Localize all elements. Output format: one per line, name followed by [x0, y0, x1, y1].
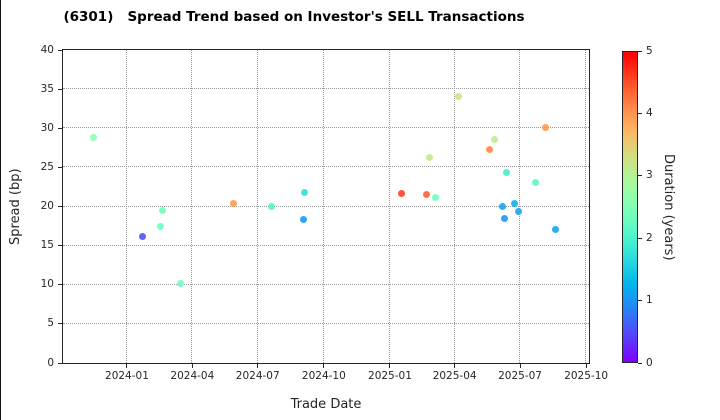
data-point [541, 123, 549, 131]
y-tick-label: 20 [40, 200, 54, 212]
x-tick-mark [454, 364, 456, 368]
data-point [531, 178, 539, 186]
data-point [158, 206, 166, 214]
y-tick-label: 40 [40, 43, 54, 56]
data-point [177, 279, 185, 287]
colorbar-tick-mark [638, 112, 642, 114]
y-tick-label: 15 [40, 239, 54, 252]
x-tick-mark [389, 364, 391, 368]
x-tick-label: 2025-01 [368, 370, 412, 382]
data-point [397, 189, 405, 197]
h-gridline [63, 127, 589, 129]
x-tick-label: 2024-07 [235, 370, 280, 382]
colorbar-tick-mark [638, 300, 642, 302]
y-tick-mark [58, 245, 62, 247]
colorbar-tick-label: 5 [646, 44, 653, 57]
x-tick-mark [126, 364, 128, 368]
v-gridline [519, 50, 521, 363]
v-gridline [125, 50, 127, 363]
data-point [90, 134, 98, 142]
v-gridline [256, 50, 258, 363]
y-tick-label: 0 [47, 356, 54, 369]
colorbar-tick-mark [638, 237, 642, 239]
data-point [300, 216, 308, 224]
data-point [267, 203, 275, 210]
colorbar-tick-mark [638, 362, 642, 364]
y-tick-mark [58, 88, 62, 90]
data-point [551, 226, 559, 234]
v-gridline [191, 50, 193, 363]
data-point [510, 199, 518, 207]
h-gridline [63, 322, 589, 324]
data-point [229, 199, 237, 207]
y-tick-mark [58, 284, 62, 286]
data-point [431, 193, 439, 201]
data-point [502, 168, 510, 176]
x-tick-label: 2024-04 [170, 370, 215, 382]
data-point [156, 223, 164, 231]
h-gridline [63, 244, 589, 246]
y-tick-mark [58, 49, 62, 51]
x-tick-mark [519, 364, 521, 368]
x-tick-label: 2025-04 [432, 370, 477, 382]
x-tick-label: 2024-01 [105, 370, 149, 382]
data-point [138, 232, 146, 240]
x-tick-mark [257, 364, 259, 368]
colorbar-tick-label: 4 [646, 106, 653, 119]
x-tick-label: 2025-07 [498, 370, 542, 382]
x-tick-label: 2024-10 [301, 370, 346, 382]
data-point [423, 191, 431, 199]
chart-title: (6301) Spread Trend based on Investor's … [63, 9, 525, 25]
y-tick-mark [58, 362, 62, 364]
colorbar-tick-label: 2 [646, 231, 653, 244]
data-point [486, 145, 494, 153]
data-point [425, 154, 433, 162]
colorbar-tick-label: 1 [646, 294, 653, 307]
x-tick-label: 2025-10 [564, 370, 609, 382]
data-point [490, 136, 498, 144]
v-gridline [585, 50, 587, 363]
y-tick-label: 25 [40, 160, 54, 173]
y-tick-label: 35 [40, 82, 54, 95]
data-point [515, 208, 523, 216]
x-tick-mark [191, 364, 193, 368]
h-gridline [63, 166, 589, 168]
x-axis-label: Trade Date [290, 397, 362, 412]
colorbar-tick-label: 3 [646, 169, 653, 182]
x-tick-mark [323, 364, 325, 368]
h-gridline [63, 205, 589, 207]
y-tick-label: 5 [47, 317, 54, 330]
colorbar [622, 51, 638, 363]
y-tick-mark [58, 166, 62, 168]
colorbar-tick-label: 0 [646, 356, 653, 369]
colorbar-tick-mark [638, 50, 642, 52]
plot-area [62, 49, 590, 364]
v-gridline [322, 50, 324, 363]
y-tick-mark [58, 206, 62, 207]
h-gridline [63, 88, 589, 90]
v-gridline [453, 50, 455, 363]
y-tick-label: 30 [40, 121, 54, 134]
x-tick-mark [585, 364, 587, 368]
v-gridline [388, 50, 390, 363]
data-point [300, 188, 308, 196]
y-tick-mark [58, 127, 62, 129]
colorbar-gradient [623, 52, 637, 362]
colorbar-tick-mark [638, 175, 642, 177]
data-point [498, 203, 506, 210]
h-gridline [63, 283, 589, 285]
data-point [501, 214, 509, 222]
y-tick-label: 10 [40, 278, 54, 291]
y-tick-mark [58, 323, 62, 325]
data-point [454, 93, 462, 101]
colorbar-axis-label: Duration (years) [661, 153, 676, 261]
